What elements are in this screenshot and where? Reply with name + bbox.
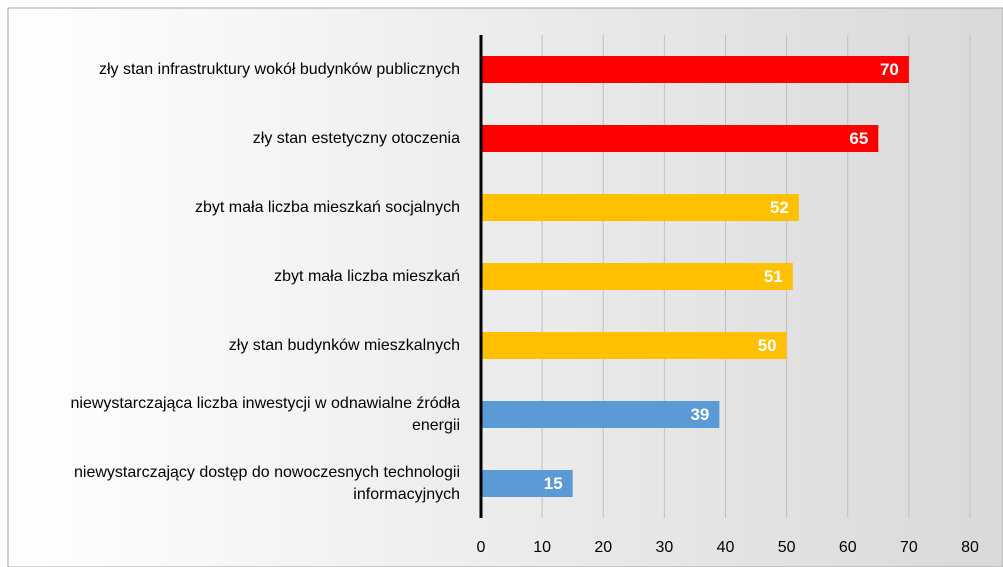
y-tick-label: zły stan budynków mieszkalnych [228, 336, 460, 354]
bar [481, 401, 720, 428]
data-label: 39 [690, 405, 709, 424]
x-tick-label: 50 [778, 539, 796, 556]
y-tick-label: zbyt mała liczba mieszkań [274, 267, 460, 285]
bar [481, 470, 573, 497]
bar [481, 332, 787, 359]
y-tick-label: zły stan estetyczny otoczenia [252, 129, 460, 147]
data-label: 52 [770, 198, 789, 217]
data-label: 70 [880, 60, 899, 79]
data-label: 65 [849, 129, 868, 148]
x-tick-label: 20 [594, 539, 612, 556]
bar [481, 263, 793, 290]
x-tick-label: 0 [477, 539, 486, 556]
bar [481, 56, 909, 83]
x-tick-label: 40 [717, 539, 735, 556]
data-label: 50 [758, 336, 777, 355]
x-tick-label: 70 [900, 539, 918, 556]
x-tick-label: 30 [655, 539, 673, 556]
data-label: 15 [544, 474, 563, 493]
data-label: 51 [764, 267, 783, 286]
y-tick-label: zbyt mała liczba mieszkań socjalnych [195, 198, 460, 216]
x-tick-label: 10 [533, 539, 551, 556]
bar [481, 194, 799, 221]
y-tick-label: zły stan infrastruktury wokół budynków p… [98, 60, 460, 78]
y-tick-label: niewystarczający dostęp do nowoczesnych … [74, 463, 460, 503]
y-tick-label: niewystarczająca liczba inwestycji w odn… [70, 394, 460, 434]
x-tick-label: 80 [961, 539, 979, 556]
bar [481, 125, 879, 152]
x-tick-label: 60 [839, 539, 857, 556]
